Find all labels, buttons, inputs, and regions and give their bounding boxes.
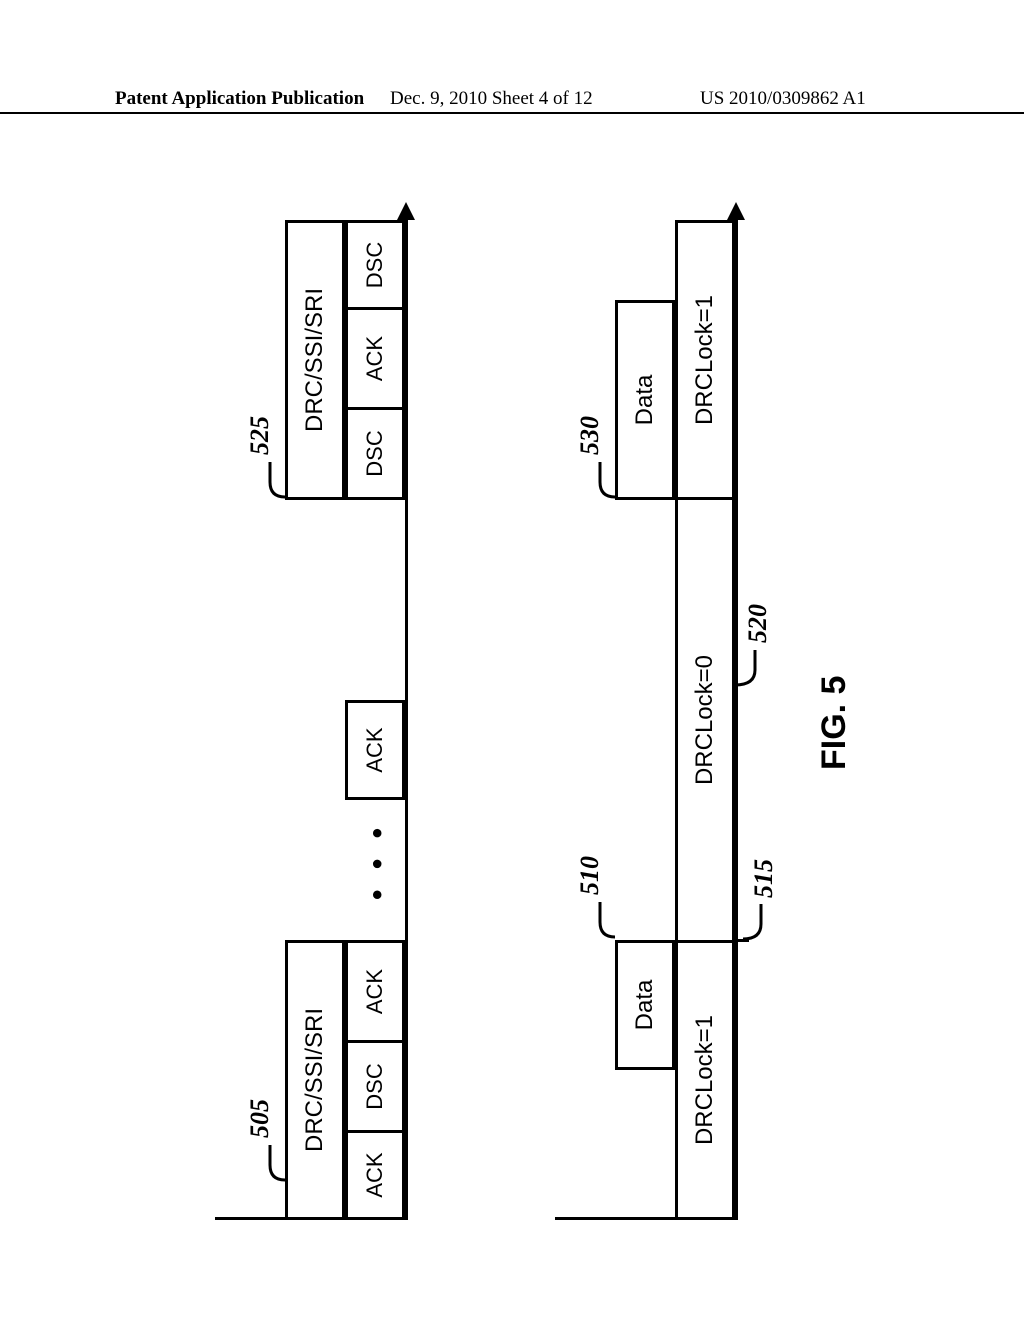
box-ack-525: ACK [345, 307, 405, 410]
brace-525-icon [255, 452, 289, 502]
brace-530-icon [585, 452, 619, 502]
brace-510-icon [585, 892, 619, 942]
box-dsc-525-2: DSC [345, 220, 405, 310]
box-drclock1-right: DRCLock=1 [675, 220, 735, 500]
box-drclock0: DRCLock=0 [675, 497, 735, 943]
header-mid: Dec. 9, 2010 Sheet 4 of 12 [390, 88, 593, 110]
box-drc-ssi-sri-525: DRC/SSI/SRI [285, 220, 345, 500]
box-drclock1-left: DRCLock=1 [675, 940, 735, 1220]
ref-520: 520 [743, 604, 773, 643]
ref-510: 510 [575, 856, 605, 895]
page-header: Patent Application Publication Dec. 9, 2… [0, 88, 1024, 114]
ref-505: 505 [245, 1099, 275, 1138]
header-left: Patent Application Publication [115, 88, 364, 110]
brace-505-icon [255, 1135, 289, 1185]
box-drc-ssi-sri-505: DRC/SSI/SRI [285, 940, 345, 1220]
page: Patent Application Publication Dec. 9, 2… [0, 0, 1024, 1320]
header-right: US 2010/0309862 A1 [700, 88, 866, 110]
bottom-chart-x-axis [735, 220, 738, 1220]
box-dsc-525-1: DSC [345, 407, 405, 500]
top-chart-x-axis [405, 220, 408, 1220]
bottom-chart-arrow-icon [727, 202, 745, 220]
box-ack-505-2: ACK [345, 940, 405, 1043]
dots-icon: • • • [361, 822, 395, 900]
ref-530: 530 [575, 416, 605, 455]
top-chart-arrow-icon [397, 202, 415, 220]
ref-525: 525 [245, 416, 275, 455]
figure-title: FIG. 5 [815, 676, 854, 770]
box-ack-505-1: ACK [345, 1130, 405, 1220]
box-dsc-505: DSC [345, 1040, 405, 1133]
box-ack-mid: ACK [345, 700, 405, 800]
box-data-510: Data [615, 940, 675, 1070]
figure-5: DRC/SSI/SRI ACK DSC ACK 505 • • • ACK DR… [115, 170, 895, 1220]
brace-520-icon [735, 640, 773, 690]
ref-515: 515 [749, 859, 779, 898]
brace-515-icon [743, 894, 777, 944]
box-data-530: Data [615, 300, 675, 500]
